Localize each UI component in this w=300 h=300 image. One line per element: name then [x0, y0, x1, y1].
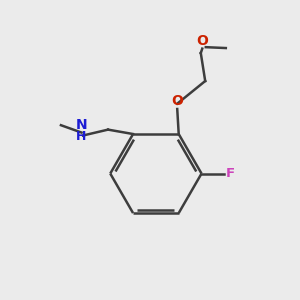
Text: N: N	[76, 118, 87, 132]
Text: O: O	[171, 94, 183, 107]
Text: O: O	[196, 34, 208, 48]
Text: F: F	[226, 167, 235, 180]
Text: H: H	[76, 130, 87, 143]
